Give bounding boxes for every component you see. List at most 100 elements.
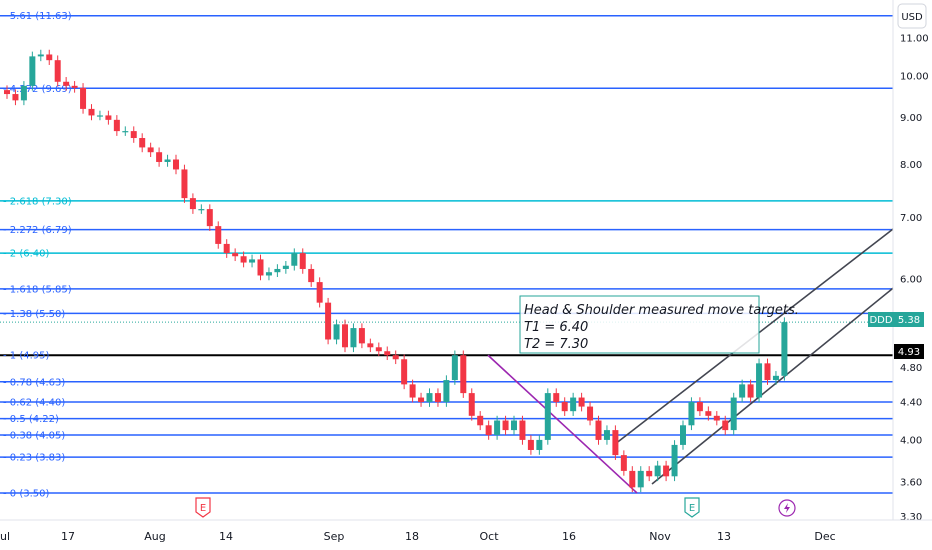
candle-body (587, 406, 594, 421)
price-tick: 4.40 (900, 398, 922, 409)
candle-body (772, 375, 779, 381)
time-tick: Sep (324, 530, 345, 543)
candles (4, 49, 788, 493)
candle-body (595, 420, 602, 440)
candle-body (299, 253, 306, 269)
candle-body (603, 430, 610, 440)
price-tick: 4.00 (900, 435, 922, 446)
time-axis[interactable]: ul 17 Aug 14 Sep 18 Oct 16 Nov 13 Dec (0, 530, 836, 543)
time-tick: Aug (144, 530, 165, 543)
candle-body (392, 355, 399, 360)
currency-label: USD (901, 12, 923, 23)
candle-body (37, 54, 44, 57)
candle-body (358, 328, 365, 344)
symbol-price-tag: DDD 5.38 (868, 312, 924, 327)
candle-body (206, 209, 213, 227)
candle-body (240, 256, 247, 263)
time-tick: 14 (219, 530, 233, 543)
note-line-3: T2 = 7.30 (524, 337, 588, 352)
candle-body (426, 393, 433, 403)
level-label: - 0 (3.50) (3, 488, 49, 499)
candle-body (705, 411, 712, 416)
price-tick: 8.00 (900, 160, 922, 171)
level-label: - 0.5 (4.22) (3, 414, 59, 425)
candle-body (257, 259, 264, 276)
hs-downtrend-line (487, 354, 638, 494)
candle-body (113, 119, 120, 132)
time-tick: Dec (814, 530, 835, 543)
candle-body (156, 152, 163, 162)
candle-body (105, 115, 112, 120)
level-label: - 1 (4.95) (3, 351, 49, 362)
price-tick: 4.80 (900, 363, 922, 374)
price-tick: 3.30 (900, 512, 922, 523)
candle-body (350, 328, 357, 348)
candle-body (739, 384, 746, 398)
candle-body (722, 420, 729, 431)
candle-body (511, 420, 517, 431)
currency-button[interactable]: USD (897, 3, 927, 29)
price-axis[interactable] (893, 0, 932, 550)
candle-body (688, 402, 695, 426)
candle-body (316, 282, 323, 303)
price-tick: 7.00 (900, 213, 922, 224)
candle-body (54, 60, 61, 82)
candle-body (629, 470, 636, 488)
earnings-marker[interactable]: E (684, 497, 700, 518)
candle-body (654, 465, 661, 477)
candle-body (696, 402, 703, 412)
price-tick: 9.00 (900, 113, 922, 124)
candle-body (164, 159, 171, 162)
time-tick: 18 (405, 530, 419, 543)
earnings-marker[interactable]: E (195, 497, 211, 518)
earnings-icon: E (200, 503, 206, 514)
candle-body (620, 455, 627, 471)
candle-body (781, 322, 788, 376)
channel-lower-line (651, 287, 894, 485)
price-tick: 11.00 (900, 33, 929, 44)
earnings-icon: E (689, 503, 695, 514)
candle-body (88, 108, 95, 116)
candle-body (20, 85, 27, 101)
candle-body (671, 444, 678, 477)
candle-body (46, 54, 53, 61)
time-tick: 13 (717, 530, 731, 543)
level-label: - 2 (6.40) (3, 249, 49, 260)
price-axis-ticks: 11.00 10.00 9.00 8.00 7.00 6.00 4.80 4.40 4.00 3.… (900, 33, 929, 522)
candle-body (308, 268, 315, 283)
candle-body (63, 81, 70, 86)
level-label: - 2.618 (7.30) (3, 196, 72, 207)
candle-body (139, 138, 146, 148)
candle-body (274, 268, 281, 273)
note-line-2: T1 = 6.40 (524, 320, 588, 335)
level-label: - 2.272 (6.79) (3, 225, 72, 236)
annotation-note[interactable]: Head & Shoulder measured move targets. T… (519, 295, 799, 354)
candle-body (282, 265, 289, 269)
candle-body (401, 359, 408, 385)
candle-body (173, 159, 179, 170)
candle-body (232, 253, 239, 257)
candle-body (71, 85, 78, 88)
candle-body (468, 393, 475, 416)
candle-body (756, 363, 763, 398)
candle-body (333, 324, 340, 340)
time-tick: ul (0, 530, 10, 543)
candle-body (544, 393, 551, 440)
reference-price: 4.93 (898, 347, 920, 358)
level-label: - 0.78 (4.63) (3, 377, 65, 388)
candle-body (189, 198, 196, 210)
candle-body (502, 420, 509, 431)
event-marker[interactable] (778, 499, 796, 517)
candle-body (418, 397, 425, 403)
candle-body (29, 56, 36, 86)
candle-body (612, 430, 619, 456)
level-label: - 5.61 (11.63) (3, 11, 72, 22)
candle-body (215, 226, 222, 244)
candle-body (325, 302, 332, 340)
candle-body (663, 465, 670, 477)
reference-price-tag: 4.93 (894, 344, 924, 359)
candle-body (367, 343, 374, 348)
candle-body (527, 439, 534, 450)
candle-body (680, 425, 686, 445)
